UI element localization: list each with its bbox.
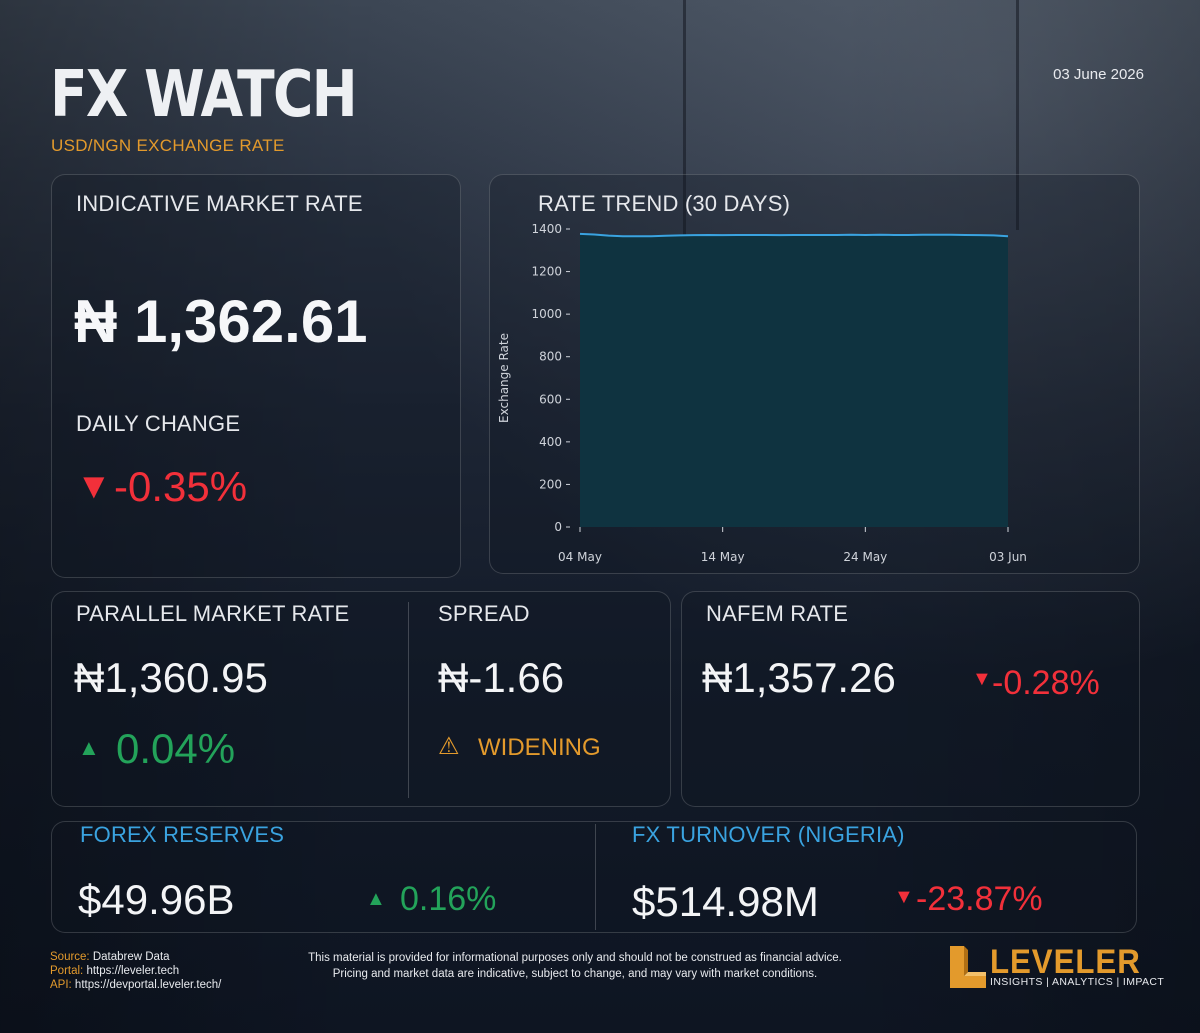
daily-change-value: -0.35% (114, 463, 248, 510)
warning-icon: ⚠ (438, 733, 460, 760)
reserves-up-arrow-icon: ▲ (366, 888, 386, 910)
parallel-change-value: 0.04% (116, 725, 236, 772)
y-tick-label: 400 (539, 435, 562, 449)
disclaimer: This material is provided for informatio… (300, 950, 850, 982)
leveler-logo-text: LEVELER (990, 943, 1141, 981)
x-tick-label: 14 May (701, 550, 745, 564)
disclaimer-line-2: Pricing and market data are indicative, … (332, 968, 818, 980)
page-subtitle: USD/NGN EXCHANGE RATE (51, 136, 285, 155)
nafem-change-value: -0.28% (992, 664, 1100, 702)
api-key: API: (50, 979, 72, 991)
reserves-turnover-card: FOREX RESERVES $49.96B ▲ 0.16% FX TURNOV… (51, 821, 1137, 933)
disclaimer-line-1: This material is provided for informatio… (308, 952, 842, 964)
y-tick-label: 600 (539, 392, 562, 406)
spread-status: WIDENING (478, 734, 601, 761)
parallel-rate-value: ₦1,360.95 (74, 654, 268, 701)
x-tick-label: 04 May (558, 550, 602, 564)
indicative-rate-label: INDICATIVE MARKET RATE (76, 191, 363, 216)
page-title: FX WATCH (50, 58, 358, 132)
x-tick-label: 24 May (843, 550, 887, 564)
rate-trend-label: RATE TREND (30 DAYS) (538, 191, 791, 216)
reserves-change-value: 0.16% (400, 880, 497, 918)
rate-trend-card: RATE TREND (30 DAYS) 0 200 400 600 800 1000 12… (489, 174, 1140, 574)
y-tick-label: 1200 (531, 265, 562, 279)
api-link[interactable]: https://devportal.leveler.tech/ (71, 979, 222, 991)
turnover-change-value: -23.87% (916, 880, 1043, 918)
y-tick-label: 800 (539, 350, 562, 364)
card-divider (595, 824, 596, 930)
report-date: 03 June 2026 (1053, 66, 1144, 83)
indicative-rate-card: INDICATIVE MARKET RATE ₦ 1,362.61 DAILY … (51, 174, 461, 578)
source-key: Source: (50, 951, 90, 963)
chart-area-fill (580, 233, 1008, 527)
portal-link[interactable]: https://leveler.tech (83, 965, 180, 977)
daily-change-label: DAILY CHANGE (76, 411, 241, 436)
spread-value: ₦-1.66 (438, 654, 565, 701)
x-tick-label: 03 Jun (989, 550, 1027, 564)
nafem-rate-label: NAFEM RATE (706, 601, 849, 626)
y-axis-title: Exchange Rate (497, 333, 511, 423)
card-divider (408, 602, 409, 798)
rate-trend-chart: 0 200 400 600 800 1000 1200 1400 04 May 14 May 24 … (497, 222, 1027, 564)
forex-reserves-label: FOREX RESERVES (80, 822, 285, 847)
parallel-rate-label: PARALLEL MARKET RATE (76, 601, 350, 626)
parallel-up-arrow-icon: ▲ (78, 735, 100, 760)
nafem-rate-value: ₦1,357.26 (702, 654, 896, 701)
portal-key: Portal: (50, 965, 84, 977)
footer-sources: Source: Databrew Data Portal: https://le… (50, 950, 221, 992)
parallel-spread-card: PARALLEL MARKET RATE ₦1,360.95 ▲ 0.04% S… (51, 591, 671, 807)
leveler-logo-mark-icon (950, 946, 986, 988)
turnover-down-arrow-icon: ▼ (894, 886, 914, 908)
fx-turnover-value: $514.98M (632, 878, 819, 925)
leveler-logo-tagline: INSIGHTS | ANALYTICS | IMPACT (990, 976, 1165, 988)
indicative-rate-value: ₦ 1,362.61 (74, 288, 368, 355)
fx-turnover-label: FX TURNOVER (NIGERIA) (632, 822, 905, 847)
chart-series-line (579, 232, 1009, 238)
spread-label: SPREAD (438, 601, 530, 626)
daily-change-down-arrow-icon: ▼ (76, 465, 112, 506)
source-value: Databrew Data (89, 951, 170, 963)
y-tick-label: 1400 (531, 222, 562, 236)
y-tick-label: 1000 (531, 307, 562, 321)
y-tick-label: 200 (539, 477, 562, 491)
y-tick-label: 0 (554, 520, 562, 534)
nafem-down-arrow-icon: ▼ (972, 668, 992, 690)
nafem-rate-card: NAFEM RATE ₦1,357.26 ▼ -0.28% (681, 591, 1140, 807)
forex-reserves-value: $49.96B (78, 876, 235, 923)
